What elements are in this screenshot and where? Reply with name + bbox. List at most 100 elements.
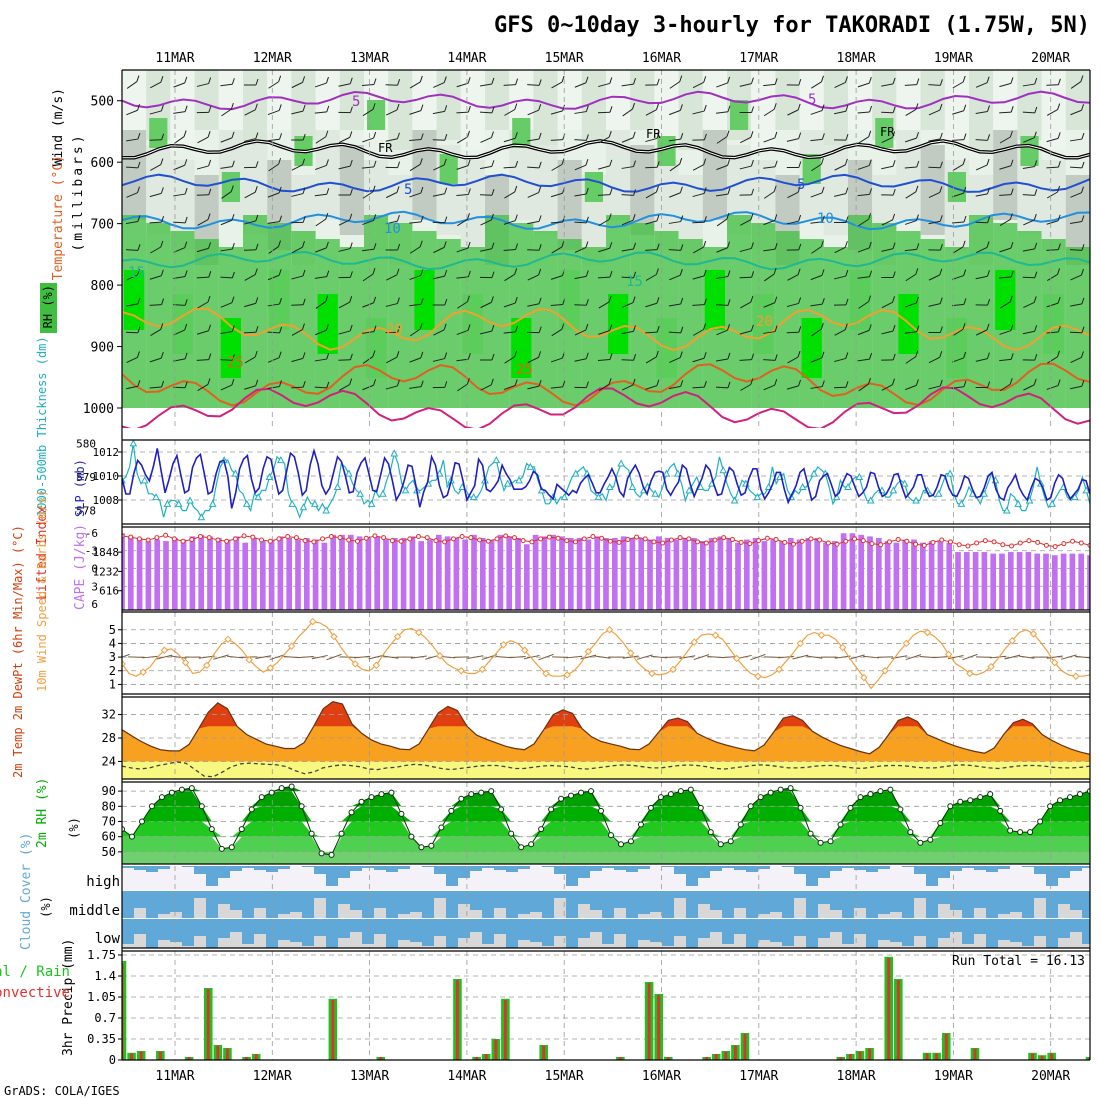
wind-barb-flag bbox=[1081, 132, 1085, 140]
cloud-high-bar bbox=[506, 866, 518, 872]
wind-barb bbox=[314, 111, 327, 114]
wind-barb-flag bbox=[798, 243, 802, 251]
wind-barb bbox=[621, 384, 634, 391]
lifted-index-point bbox=[965, 543, 971, 549]
wind-barb-flag bbox=[490, 296, 494, 303]
cloud-middle-bar bbox=[698, 904, 710, 918]
cloud-high-bar bbox=[626, 866, 638, 872]
lifted-index-point bbox=[651, 539, 657, 545]
wind-barb bbox=[834, 193, 846, 197]
rh-blob bbox=[149, 118, 168, 148]
rh-point bbox=[578, 789, 585, 796]
lifted-index-point bbox=[459, 533, 465, 539]
rh-column bbox=[122, 70, 147, 130]
rh-point bbox=[122, 826, 125, 833]
rh-point bbox=[737, 821, 744, 828]
wind-barb bbox=[550, 110, 563, 115]
wind-barb bbox=[692, 357, 705, 363]
wind-barb-flag bbox=[892, 188, 896, 196]
wind-barb bbox=[456, 329, 469, 336]
cape-bar bbox=[523, 544, 530, 610]
wind-barb bbox=[786, 385, 799, 390]
precip-convective-bar bbox=[494, 1039, 498, 1060]
wind-barb-flag bbox=[797, 268, 801, 275]
wind-barb bbox=[952, 81, 964, 89]
lifted-index-point bbox=[381, 535, 387, 541]
wind-barb-10m bbox=[269, 654, 286, 661]
wind-barb bbox=[1022, 194, 1035, 196]
rh-point bbox=[917, 839, 924, 846]
wind-barb-flag bbox=[915, 379, 919, 386]
rh-column bbox=[194, 70, 219, 130]
wind-barb bbox=[858, 383, 869, 392]
cape-bar bbox=[145, 541, 152, 610]
pressure-tick-label: 900 bbox=[91, 341, 114, 356]
slp-tick-label: 1008 bbox=[93, 494, 120, 507]
wind-barb bbox=[1070, 357, 1082, 363]
ylabel-millibars: (millibars) bbox=[71, 132, 86, 251]
wind-barb bbox=[598, 136, 610, 144]
rh-point bbox=[967, 797, 974, 804]
wind-speed-point bbox=[139, 668, 147, 676]
precip-legend-convective: Convective bbox=[0, 985, 70, 1001]
rh-column bbox=[702, 70, 727, 130]
wind-barb-flag bbox=[869, 188, 873, 195]
wind-barb bbox=[857, 276, 870, 279]
wind-barb bbox=[432, 275, 445, 280]
wind-barb bbox=[150, 328, 162, 337]
precip-bars bbox=[122, 956, 1090, 1060]
cloud-low-bar bbox=[302, 946, 314, 948]
wind-barb bbox=[787, 274, 799, 281]
wind-barb bbox=[811, 328, 822, 337]
wind-barb bbox=[291, 246, 303, 254]
wind-barb-flag bbox=[820, 158, 824, 165]
pressure-tick-label: 1000 bbox=[83, 402, 114, 417]
cloud-row-label-middle: middle bbox=[69, 903, 120, 919]
wind-barb bbox=[881, 384, 893, 391]
wind-barb bbox=[834, 164, 846, 171]
cape-bar bbox=[1078, 553, 1085, 610]
lifted-index-point bbox=[433, 538, 439, 544]
isotherm-label: 5 bbox=[352, 94, 360, 110]
precip-convective-bar bbox=[666, 1057, 670, 1060]
rh-points bbox=[122, 783, 1090, 858]
precip-tick-label: 1.05 bbox=[87, 990, 116, 1004]
wind-barb-flag bbox=[372, 103, 376, 110]
wind-barb bbox=[362, 137, 374, 143]
wind-barb bbox=[810, 274, 823, 281]
cloud-high-bar bbox=[338, 866, 350, 878]
lifted-index-point bbox=[346, 537, 352, 543]
wind-barb-flag bbox=[561, 240, 565, 248]
wind-barb-flag bbox=[254, 103, 258, 110]
thickness-point bbox=[322, 506, 331, 514]
slp-grid bbox=[122, 440, 1090, 524]
wind-barb bbox=[1070, 303, 1082, 307]
wind-barb bbox=[126, 357, 138, 363]
wind-barb-flag bbox=[987, 216, 991, 223]
cloud-low-bar bbox=[914, 936, 926, 948]
precip-total-bar bbox=[1085, 1057, 1090, 1060]
wind-speed-point bbox=[160, 646, 169, 654]
wind-barb-10m bbox=[170, 655, 187, 659]
wind-barb-flag bbox=[585, 134, 589, 141]
wind-barb bbox=[196, 276, 209, 279]
wind-barb bbox=[763, 219, 775, 226]
wind-barb-flag bbox=[609, 324, 613, 331]
cloud-high-bar bbox=[230, 866, 242, 871]
li-tick-label: -6 bbox=[85, 527, 98, 540]
cape-bar bbox=[1051, 555, 1058, 610]
cloud-low-bar bbox=[374, 934, 386, 948]
wind-barb-flag bbox=[679, 268, 683, 276]
precip-convective-bar bbox=[657, 995, 661, 1060]
isotherm-label: 15 bbox=[128, 265, 145, 281]
lifted-index-point bbox=[764, 535, 770, 541]
precip-convective-bar bbox=[216, 1045, 220, 1060]
wind-barb-flag bbox=[609, 106, 613, 113]
rh-point bbox=[388, 789, 395, 796]
wind-barb-flag bbox=[373, 214, 377, 221]
lifted-index-point bbox=[154, 535, 160, 541]
cloud-low-bar bbox=[650, 942, 662, 948]
wind-barb-flag bbox=[444, 381, 448, 388]
precip-tick-label: 0.7 bbox=[94, 1011, 116, 1025]
lifted-index-point bbox=[276, 536, 282, 542]
